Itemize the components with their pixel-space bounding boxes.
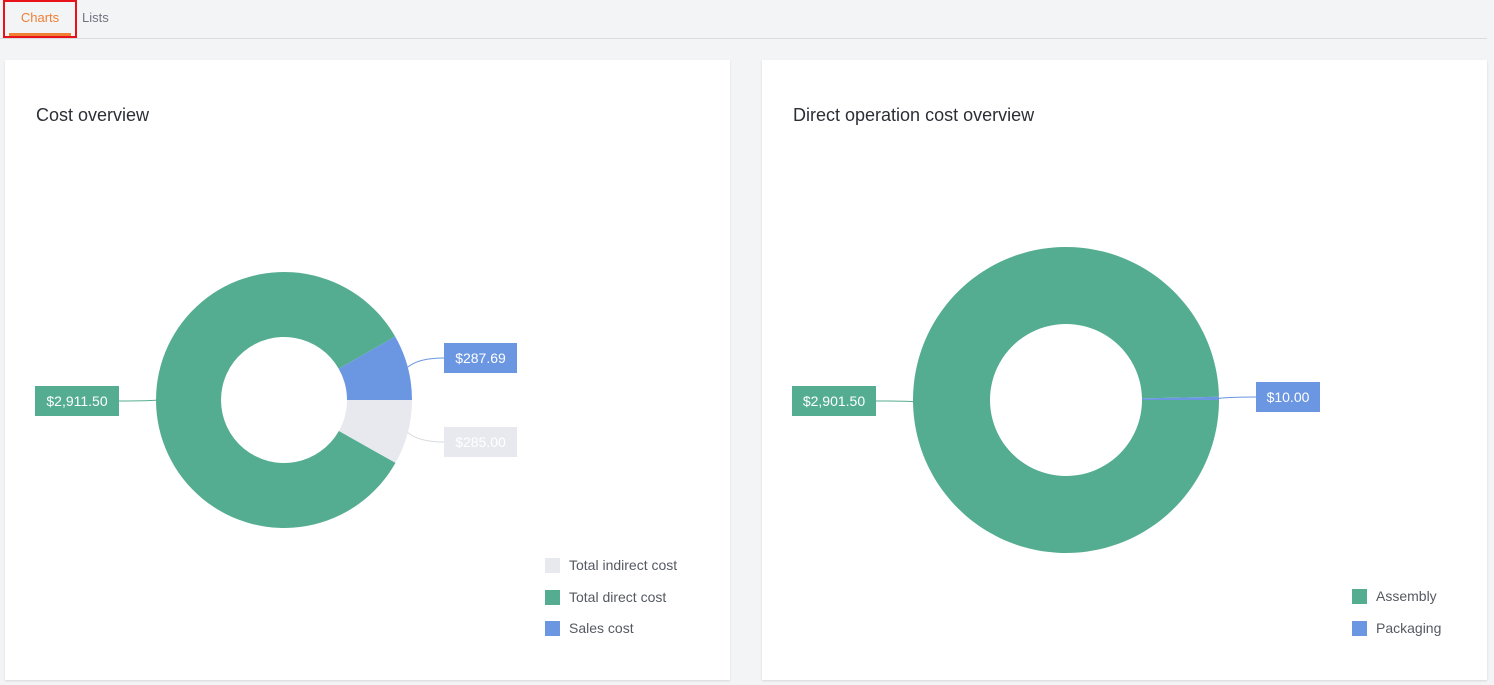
legend-item-direct-cost[interactable]: Total direct cost	[545, 589, 677, 621]
legend-swatch	[545, 589, 560, 605]
slice-total-indirect-cost[interactable]	[338, 400, 412, 463]
tab-charts-label: Charts	[20, 10, 60, 25]
legend-label: Sales cost	[569, 620, 634, 636]
legend-label: Total indirect cost	[569, 557, 678, 573]
cost-overview-title: Cost overview	[36, 105, 150, 125]
tab-bar: Charts Lists	[0, 0, 1487, 39]
slice-sales-cost[interactable]	[338, 336, 412, 400]
direct-operation-cost-card: Direct operation cost overview $2,901.50…	[762, 60, 1487, 680]
cost-overview-legend: Total indirect cost Total direct cost Sa…	[545, 557, 677, 652]
data-label-assembly: $2,901.50	[792, 386, 876, 416]
leader-line	[407, 357, 445, 368]
tab-lists[interactable]: Lists	[82, 0, 109, 38]
data-label-sales-cost: $287.69	[444, 343, 517, 373]
legend-swatch	[1352, 620, 1367, 636]
data-label-direct-cost: $2,911.50	[35, 386, 119, 416]
slice-total-direct-cost[interactable]	[155, 272, 396, 528]
legend-swatch	[1352, 589, 1367, 604]
tab-charts[interactable]: Charts	[3, 0, 77, 38]
legend-swatch	[545, 621, 560, 636]
slice-packaging[interactable]	[1141, 396, 1219, 400]
leader-line	[407, 432, 445, 443]
legend-item-packaging[interactable]: Packaging	[1352, 620, 1441, 652]
legend-label: Assembly	[1376, 588, 1437, 604]
cost-overview-card: Cost overview $2,911.50 $287.69 $285.00 …	[5, 60, 730, 680]
leader-line	[875, 400, 914, 403]
legend-item-assembly[interactable]: Assembly	[1352, 588, 1441, 620]
tab-lists-label: Lists	[82, 10, 109, 25]
legend-item-sales-cost[interactable]: Sales cost	[545, 620, 677, 652]
legend-label: Total direct cost	[569, 588, 667, 605]
direct-operation-cost-title: Direct operation cost overview	[793, 105, 1035, 125]
data-label-packaging: $10.00	[1256, 382, 1320, 412]
slice-assembly[interactable]	[913, 247, 1219, 554]
legend-label: Packaging	[1376, 619, 1442, 636]
active-tab-indicator	[9, 33, 71, 36]
legend-swatch	[545, 558, 560, 573]
leader-line	[118, 399, 157, 402]
leader-line	[1218, 396, 1257, 399]
legend-item-indirect-cost[interactable]: Total indirect cost	[545, 557, 677, 589]
data-label-indirect-cost: $285.00	[444, 427, 517, 457]
direct-operation-cost-chart	[875, 247, 1257, 554]
direct-operation-cost-legend: Assembly Packaging	[1352, 588, 1441, 651]
cost-overview-chart	[118, 272, 445, 528]
